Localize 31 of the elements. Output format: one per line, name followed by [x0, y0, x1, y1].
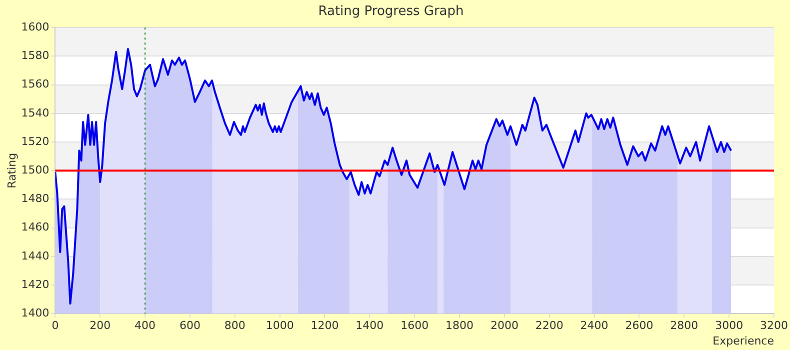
x-tick-label: 1000 — [266, 319, 294, 332]
x-tick-label: 2200 — [535, 319, 564, 332]
x-tick-label: 1800 — [446, 319, 474, 332]
y-tick-label: 1400 — [21, 306, 50, 320]
y-tick-label: 1480 — [21, 192, 50, 206]
y-tick-label: 1560 — [21, 78, 50, 91]
y-tick-label: 1440 — [21, 249, 50, 262]
x-tick-label: 400 — [134, 319, 156, 332]
y-axis-title: Rating — [5, 152, 18, 188]
x-tick-label: 2000 — [490, 319, 518, 332]
x-tick-label: 2600 — [625, 319, 654, 332]
x-tick-label: 800 — [224, 319, 246, 332]
y-tick-label: 1540 — [21, 106, 50, 120]
y-tick-label: 1500 — [21, 163, 50, 176]
y-tick-label: 1600 — [21, 20, 50, 34]
x-tick-label: 1400 — [356, 319, 384, 332]
y-tick-label: 1580 — [21, 49, 50, 62]
x-tick-label: 1200 — [310, 319, 339, 332]
y-tick-label: 1520 — [21, 134, 50, 148]
x-tick-label: 3200 — [760, 319, 788, 332]
y-tick-label: 1460 — [21, 220, 50, 234]
x-tick-label: 200 — [90, 319, 111, 332]
x-tick-label: 3000 — [715, 319, 744, 332]
x-tick-label: 0 — [52, 319, 59, 332]
chart-title: Rating Progress Graph — [318, 4, 464, 20]
y-tick-label: 1420 — [21, 278, 50, 291]
x-tick-label: 2400 — [580, 319, 608, 332]
x-tick-label: 600 — [179, 319, 200, 332]
x-axis-title: Experience — [712, 334, 774, 348]
x-tick-label: 2800 — [670, 319, 698, 332]
x-tick-label: 1600 — [400, 319, 429, 332]
